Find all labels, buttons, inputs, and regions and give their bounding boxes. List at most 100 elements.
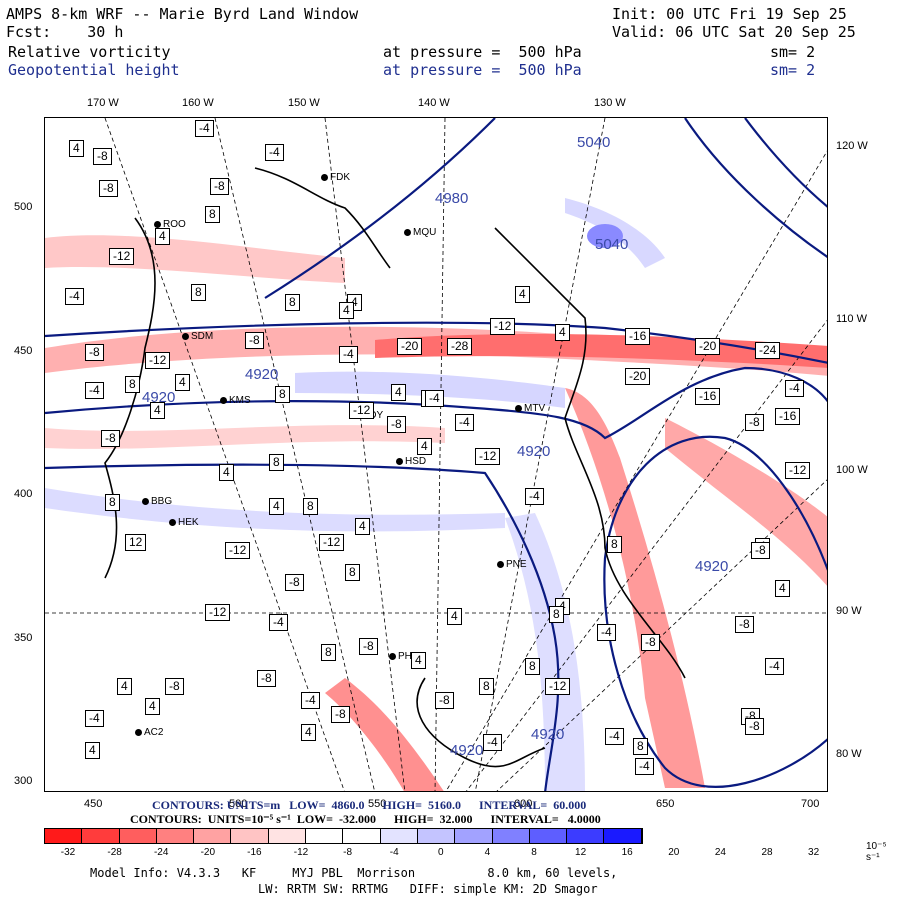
colorbar-tick-label: -32 — [60, 847, 76, 858]
colorbar-cell — [417, 829, 456, 843]
positive-vorticity-max — [587, 224, 623, 248]
vorticity-contour-label: 4 — [145, 698, 160, 715]
colorbar-cell — [82, 829, 120, 843]
vorticity-contour-label: -12 — [319, 534, 345, 551]
station-marker: MTV — [515, 403, 545, 414]
colorbar-tick-label: -4 — [389, 847, 399, 858]
model-physics: LW: RRTM SW: RRTMG DIFF: simple KM: 2D S… — [258, 882, 598, 896]
vorticity-contour-label: 4 — [555, 324, 570, 341]
top-tick: 160 W — [182, 97, 214, 109]
height-label: 4920 — [450, 742, 484, 759]
vorticity-contour-label: 8 — [479, 678, 494, 695]
vorticity-contour-label: 8 — [549, 606, 564, 623]
station-marker: PNE — [497, 559, 527, 570]
init-time: Init: 00 UTC Fri 19 Sep 25 — [612, 5, 847, 23]
vorticity-contour-label: -8 — [641, 634, 660, 651]
field1-level: at pressure = 500 hPa — [383, 43, 582, 61]
colorbar-tick-label: 12 — [575, 847, 587, 858]
vorticity-contour-label: 8 — [105, 494, 120, 511]
vorticity-contour-label: -4 — [265, 144, 284, 161]
vorticity-contour-label: 4 — [775, 580, 790, 597]
vorticity-contour-label: 8 — [205, 206, 220, 223]
vorticity-contour-label: -4 — [85, 710, 104, 727]
graticule — [45, 118, 827, 791]
station-marker: HSD — [396, 456, 426, 467]
vorticity-contour-label: -8 — [745, 718, 764, 735]
height-contours — [45, 118, 827, 791]
vorticity-contour-label: 8 — [525, 658, 540, 675]
negative-vorticity-band — [45, 235, 345, 283]
top-tick: 150 W — [288, 97, 320, 109]
bottom-tick: 500 — [229, 798, 248, 810]
vorticity-contour-label: -4 — [455, 414, 474, 431]
vorticity-contour-label: 8 — [321, 644, 336, 661]
colorbar-cell — [455, 829, 493, 843]
field2-smoothing: sm= 2 — [770, 61, 816, 79]
vorticity-contour-label: -4 — [65, 288, 84, 305]
vorticity-contour-label: -12 — [109, 248, 135, 265]
vorticity-contour-label: -4 — [301, 692, 320, 709]
vorticity-contour-label: 4 — [515, 286, 530, 303]
coastline — [104, 167, 686, 768]
vorticity-contour-label: -8 — [99, 180, 118, 197]
vorticity-contour-label: -4 — [785, 380, 804, 397]
colorbar-tick-label: 24 — [714, 847, 726, 858]
colorbar-tick-label: 4 — [484, 847, 491, 858]
right-tick: 90 W — [836, 605, 862, 617]
vorticity-contour-label: -4 — [269, 614, 288, 631]
vorticity-contour-label: -4 — [605, 728, 624, 745]
vorticity-contour-label: -4 — [339, 346, 358, 363]
vorticity-contour-label: 4 — [391, 384, 406, 401]
height-label: 4920 — [531, 726, 565, 743]
vorticity-contour-label: -8 — [210, 178, 229, 195]
map-canvas — [45, 118, 827, 791]
vorticity-contour-label: -12 — [205, 604, 231, 621]
model-info: Model Info: V4.3.3 KF MYJ PBL Morrison 8… — [90, 866, 618, 880]
vorticity-contour-label: -4 — [425, 390, 444, 407]
vorticity-contour-label: 8 — [125, 376, 140, 393]
colorbar-tick-label: -24 — [153, 847, 169, 858]
vorticity-contour-label: -12 — [545, 678, 571, 695]
height-label: 4980 — [435, 190, 469, 207]
vorticity-contour-label: -20 — [397, 338, 423, 355]
colorbar — [44, 828, 643, 844]
vorticity-contour-label: 4 — [417, 438, 432, 455]
left-tick: 450 — [14, 345, 33, 357]
vorticity-contour-label: 8 — [345, 564, 360, 581]
top-tick: 170 W — [87, 97, 119, 109]
colorbar-cell — [567, 829, 605, 843]
vorticity-contour-label: 8 — [275, 386, 290, 403]
station-marker: SDM — [182, 331, 213, 342]
station-marker: KMS — [220, 395, 251, 406]
bottom-tick: 550 — [368, 798, 387, 810]
vorticity-contour-label: -4 — [765, 658, 784, 675]
colorbar-tick-label: 20 — [668, 847, 680, 858]
colorbar-cell — [604, 829, 642, 843]
vorticity-contour-label: -28 — [447, 338, 473, 355]
vorticity-contour-label: 4 — [117, 678, 132, 695]
colorbar-tick-label: -16 — [247, 847, 262, 858]
colorbar-cell — [119, 829, 157, 843]
negative-vorticity-band — [665, 418, 827, 586]
height-contour-info: CONTOURS: UNITS=m LOW= 4860.0 HIGH= 5160… — [152, 798, 587, 812]
colorbar-cell — [492, 829, 530, 843]
station-marker: BBG — [142, 496, 172, 507]
field2-level: at pressure = 500 hPa — [383, 61, 582, 79]
height-label: 4920 — [517, 443, 551, 460]
forecast-hour: Fcst: 30 h — [6, 23, 124, 41]
field1-smoothing: sm= 2 — [770, 43, 816, 61]
right-tick: 120 W — [836, 140, 868, 152]
vorticity-contour-label: 8 — [191, 284, 206, 301]
vorticity-contour-label: -8 — [285, 574, 304, 591]
vorticity-contour-label: -8 — [735, 616, 754, 633]
station-marker: AC2 — [135, 727, 163, 738]
colorbar-cell — [268, 829, 307, 843]
vorticity-contour-label: 4 — [150, 402, 165, 419]
vorticity-contour-label: -12 — [349, 402, 375, 419]
colorbar-tick-label: 32 — [808, 847, 820, 858]
vorticity-contour-label: -8 — [101, 430, 120, 447]
vorticity-contour-label: 4 — [301, 724, 316, 741]
field1-name: Relative vorticity — [8, 43, 171, 61]
plot-title: AMPS 8-km WRF -- Marie Byrd Land Window — [6, 5, 359, 23]
vorticity-contour-label: 4 — [85, 742, 100, 759]
